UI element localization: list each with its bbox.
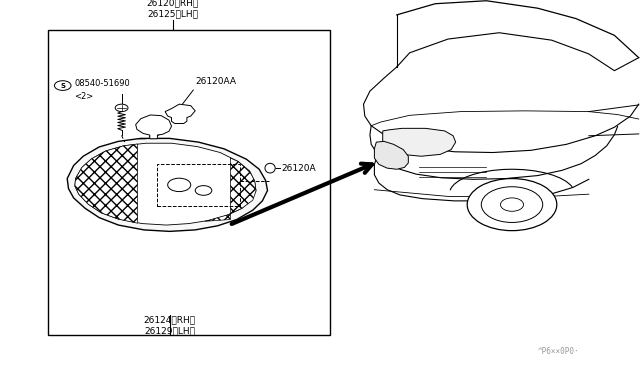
Circle shape [481, 187, 543, 222]
Circle shape [467, 179, 557, 231]
Text: 26124〈RH〉
26129〈LH〉: 26124〈RH〉 26129〈LH〉 [143, 315, 196, 335]
Text: 26120〈RH〉
26125〈LH〉: 26120〈RH〉 26125〈LH〉 [147, 0, 199, 19]
Polygon shape [67, 138, 268, 231]
Text: <2>: <2> [74, 92, 93, 101]
Bar [48, 30, 330, 335]
Text: 26120A: 26120A [282, 164, 316, 173]
Bar [157, 164, 240, 206]
Circle shape [115, 104, 128, 112]
Polygon shape [165, 104, 195, 124]
Ellipse shape [265, 163, 275, 173]
Text: ^P6××0P0·: ^P6××0P0· [538, 347, 579, 356]
Circle shape [54, 81, 71, 90]
Polygon shape [374, 141, 408, 169]
Circle shape [168, 178, 191, 192]
Polygon shape [205, 158, 256, 221]
Text: 08540-51690: 08540-51690 [74, 79, 130, 88]
Text: 26120AA: 26120AA [195, 77, 236, 86]
Polygon shape [383, 128, 456, 156]
Polygon shape [75, 144, 138, 223]
Circle shape [195, 186, 212, 195]
Polygon shape [75, 143, 256, 225]
Text: S: S [60, 83, 65, 89]
Circle shape [500, 198, 524, 211]
Polygon shape [136, 115, 172, 139]
